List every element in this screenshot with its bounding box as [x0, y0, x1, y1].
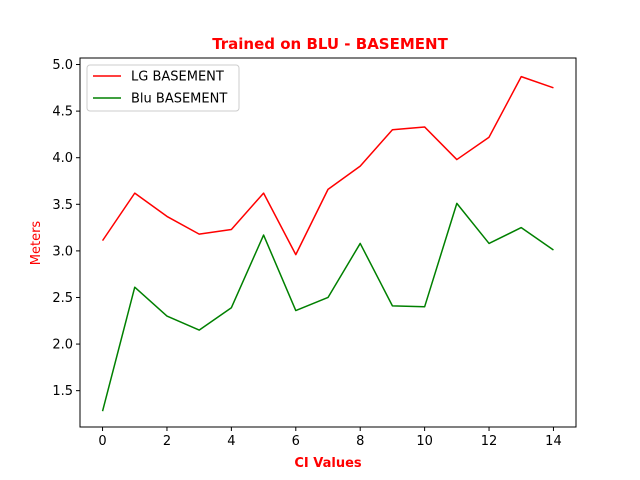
y-axis: 1.5 2.0 2.5 3.0 3.5 4.0 4.5 5.0	[52, 58, 80, 399]
legend-box	[86, 64, 240, 112]
y-tick-label: 5.0	[52, 58, 73, 73]
x-axis-label: CI Values	[294, 456, 362, 471]
x-tick-label: 4	[227, 434, 235, 449]
y-tick-label: 2.5	[52, 291, 73, 306]
legend: LG BASEMENT Blu BASEMENT	[86, 64, 240, 112]
y-tick-label: 4.5	[52, 105, 73, 120]
legend-items: LG BASEMENT Blu BASEMENT	[93, 70, 227, 107]
series-layer	[101, 75, 554, 412]
x-tick-label: 8	[356, 434, 364, 449]
x-tick-label: 2	[163, 434, 171, 449]
x-tick-label: 10	[416, 434, 433, 449]
y-axis-label: Meters	[29, 221, 44, 266]
y-tick-label: 4.0	[52, 151, 73, 166]
y-tick-label: 3.5	[52, 198, 73, 213]
legend-label: LG BASEMENT	[131, 70, 224, 85]
x-tick-label: 12	[481, 434, 498, 449]
legend-label: Blu BASEMENT	[131, 92, 227, 107]
x-tick-label: 14	[545, 434, 562, 449]
chart-title: Trained on BLU - BASEMENT	[212, 35, 448, 53]
x-tick-label: 6	[292, 434, 300, 449]
x-axis: 0 2 4 6 8 10 12 14	[98, 427, 562, 449]
plot-frame	[79, 57, 577, 428]
y-tick-label: 2.0	[52, 338, 73, 353]
x-tick-label: 0	[98, 434, 106, 449]
y-tick-label: 3.0	[52, 244, 73, 259]
series-line-0	[101, 75, 554, 256]
y-tick-label: 1.5	[52, 384, 73, 399]
series-line-1	[101, 202, 554, 412]
plot-area: 0 2 4 6 8 10 12 14 1.5 2.0 2.5 3.0 3.5 4.0 4.5 5.0	[52, 57, 577, 449]
